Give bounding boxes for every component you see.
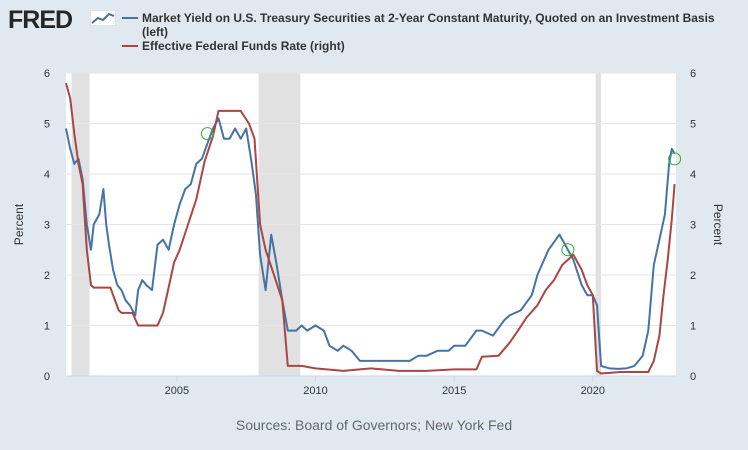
y-right-tick-label-5: 5	[690, 119, 696, 131]
fred-logo: FRED	[8, 6, 73, 34]
series-lines	[65, 82, 676, 375]
y-right-axis-title: Percent	[711, 204, 725, 246]
y-right-tick-label-1: 1	[690, 321, 696, 333]
x-tick-label-3: 2020	[581, 385, 605, 397]
x-tick-label-0: 2005	[165, 385, 189, 397]
series-marker-0	[200, 127, 214, 141]
grid-lines	[66, 72, 676, 326]
chart-source: Sources: Board of Governors; New York Fe…	[235, 417, 513, 433]
y-left-tick-label-3: 3	[44, 220, 50, 232]
legend-label-right-series: Effective Federal Funds Rate (right)	[142, 39, 345, 53]
series-line-1	[65, 82, 676, 375]
y-right-tick-label-0: 0	[690, 371, 696, 383]
series-markers	[200, 127, 682, 257]
series-line-0	[65, 117, 676, 370]
y-right-tick-label-2: 2	[690, 270, 696, 282]
y-left-axis-title: Percent	[12, 203, 26, 245]
y-right-tick-label-4: 4	[690, 169, 696, 181]
legend-item-right-series: Effective Federal Funds Rate (right)	[122, 39, 742, 53]
series-marker-1	[561, 243, 575, 257]
y-left-tick-label-0: 0	[44, 371, 50, 383]
y-left-tick-label-1: 1	[44, 321, 50, 333]
y-left-tick-label-5: 5	[44, 119, 50, 131]
x-tick-label-1: 2010	[303, 385, 327, 397]
axes: 2005 2010 2015 2020 0 1 2 3 4 5 6 0 1 2 3 4 5 6 Percent Per…	[12, 68, 725, 397]
y-left-tick-label-4: 4	[44, 169, 50, 181]
legend-label-left-series: Market Yield on U.S. Treasury Securities…	[142, 11, 715, 39]
chart-canvas: 2005 2010 2015 2020 0 1 2 3 4 5 6 0 1 2 3 4 5 6 Percent Per…	[12, 68, 725, 397]
legend-swatch-right-series	[122, 45, 138, 47]
x-tick-label-2: 2015	[442, 385, 466, 397]
series-marker-2	[668, 152, 682, 166]
y-left-tick-label-2: 2	[44, 270, 50, 282]
fred-logo-chart-icon	[90, 10, 116, 26]
chart-legend: Market Yield on U.S. Treasury Securities…	[122, 11, 742, 53]
y-right-tick-label-3: 3	[690, 220, 696, 232]
legend-item-left-series: Market Yield on U.S. Treasury Securities…	[122, 11, 742, 39]
y-left-tick-label-6: 6	[44, 68, 50, 80]
y-right-tick-label-6: 6	[690, 68, 696, 80]
legend-swatch-left-series	[122, 17, 138, 19]
